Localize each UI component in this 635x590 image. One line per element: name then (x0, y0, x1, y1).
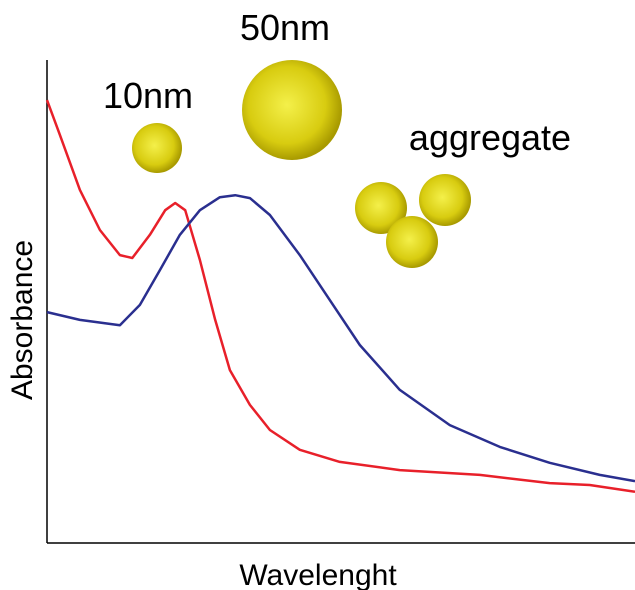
particle-aggregate (419, 174, 471, 226)
line-series (47, 195, 635, 481)
chart: 10nm 50nm aggregate Wavelenght Absorbanc… (0, 0, 635, 590)
particle-10nm (132, 123, 182, 173)
y-axis-label: Absorbance (6, 240, 39, 400)
particle-aggregate (386, 216, 438, 268)
particle-50nm (242, 60, 342, 160)
annotation: 10nm (103, 75, 193, 116)
annotation: 50nm (240, 7, 330, 48)
annotation: aggregate (409, 117, 571, 158)
x-axis-label: Wavelenght (239, 559, 397, 590)
